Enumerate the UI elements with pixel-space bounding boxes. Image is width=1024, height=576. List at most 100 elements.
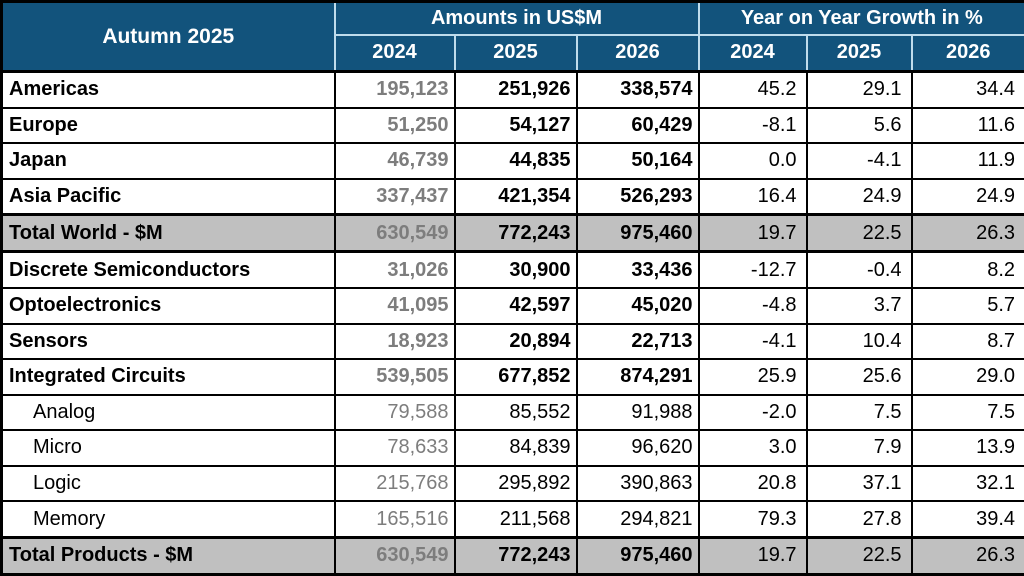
growth-2026-cell: 34.4 xyxy=(910,70,1024,109)
growth-2026-cell: 32.1 xyxy=(910,464,1024,503)
amount-2024-cell: 41,095 xyxy=(333,287,456,325)
amounts-year-2026-header: 2026 xyxy=(575,33,700,73)
growth-2026-cell: 11.6 xyxy=(910,106,1024,145)
growth-2025-cell: 7.9 xyxy=(805,429,913,467)
growth-2026-cell: 39.4 xyxy=(910,500,1024,539)
amount-2026-cell: 975,460 xyxy=(575,213,700,254)
table-row: Logic 215,768 295,892 390,863 20.8 37.1 … xyxy=(0,464,1024,503)
table-row: Total World - $M 630,549 772,243 975,460… xyxy=(0,213,1024,254)
amount-2025-cell: 44,835 xyxy=(453,142,578,180)
growth-2025-cell: 3.7 xyxy=(805,287,913,325)
growth-2024-cell: 3.0 xyxy=(697,429,808,467)
table-body: Americas 195,123 251,926 338,574 45.2 29… xyxy=(0,70,1024,576)
amount-2026-cell: 390,863 xyxy=(575,464,700,503)
amount-2025-cell: 772,243 xyxy=(453,535,578,576)
row-label: Micro xyxy=(0,429,336,467)
amount-2024-cell: 630,549 xyxy=(333,535,456,576)
growth-2024-cell: -4.8 xyxy=(697,287,808,325)
group-header-row: Autumn 2025 Amounts in US$M Year on Year… xyxy=(0,0,1024,73)
row-label: Japan xyxy=(0,142,336,180)
table-row: Americas 195,123 251,926 338,574 45.2 29… xyxy=(0,70,1024,109)
amount-2026-cell: 874,291 xyxy=(575,358,700,396)
amount-2025-cell: 677,852 xyxy=(453,358,578,396)
amounts-group-header: Amounts in US$M xyxy=(333,0,700,36)
amount-2025-cell: 84,839 xyxy=(453,429,578,467)
growth-2025-cell: 24.9 xyxy=(805,177,913,216)
amount-2026-cell: 96,620 xyxy=(575,429,700,467)
table-row: Integrated Circuits 539,505 677,852 874,… xyxy=(0,358,1024,396)
row-label: Optoelectronics xyxy=(0,287,336,325)
amount-2025-cell: 211,568 xyxy=(453,500,578,539)
amount-2026-cell: 60,429 xyxy=(575,106,700,145)
growth-2026-cell: 8.7 xyxy=(910,322,1024,361)
amount-2024-cell: 78,633 xyxy=(333,429,456,467)
amount-2026-cell: 45,020 xyxy=(575,287,700,325)
amount-2024-cell: 18,923 xyxy=(333,322,456,361)
amount-2024-cell: 31,026 xyxy=(333,250,456,290)
amount-2026-cell: 294,821 xyxy=(575,500,700,539)
growth-2026-cell: 26.3 xyxy=(910,535,1024,576)
amount-2024-cell: 165,516 xyxy=(333,500,456,539)
growth-2024-cell: 25.9 xyxy=(697,358,808,396)
amount-2025-cell: 421,354 xyxy=(453,177,578,216)
growth-2024-cell: 79.3 xyxy=(697,500,808,539)
growth-2024-cell: 20.8 xyxy=(697,464,808,503)
amount-2024-cell: 51,250 xyxy=(333,106,456,145)
table-row: Japan 46,739 44,835 50,164 0.0 -4.1 11.9 xyxy=(0,142,1024,180)
growth-2024-cell: -4.1 xyxy=(697,322,808,361)
table-row: Sensors 18,923 20,894 22,713 -4.1 10.4 8… xyxy=(0,322,1024,361)
growth-2024-cell: 0.0 xyxy=(697,142,808,180)
amount-2024-cell: 46,739 xyxy=(333,142,456,180)
growth-2025-cell: 27.8 xyxy=(805,500,913,539)
table-header: Autumn 2025 Amounts in US$M Year on Year… xyxy=(0,0,1024,73)
amount-2026-cell: 22,713 xyxy=(575,322,700,361)
table-row: Discrete Semiconductors 31,026 30,900 33… xyxy=(0,250,1024,290)
amount-2026-cell: 91,988 xyxy=(575,393,700,432)
row-label: Total Products - $M xyxy=(0,535,336,576)
growth-2026-cell: 13.9 xyxy=(910,429,1024,467)
growth-2026-cell: 8.2 xyxy=(910,250,1024,290)
growth-2025-cell: 5.6 xyxy=(805,106,913,145)
row-label: Asia Pacific xyxy=(0,177,336,216)
growth-2024-cell: 16.4 xyxy=(697,177,808,216)
amount-2026-cell: 50,164 xyxy=(575,142,700,180)
growth-year-2024-header: 2024 xyxy=(697,33,808,73)
growth-2026-cell: 5.7 xyxy=(910,287,1024,325)
amounts-year-2025-header: 2025 xyxy=(453,33,578,73)
growth-2025-cell: 25.6 xyxy=(805,358,913,396)
growth-2024-cell: -8.1 xyxy=(697,106,808,145)
growth-2024-cell: 45.2 xyxy=(697,70,808,109)
amount-2026-cell: 338,574 xyxy=(575,70,700,109)
table-row: Total Products - $M 630,549 772,243 975,… xyxy=(0,535,1024,576)
amount-2025-cell: 20,894 xyxy=(453,322,578,361)
growth-2024-cell: -2.0 xyxy=(697,393,808,432)
amount-2024-cell: 215,768 xyxy=(333,464,456,503)
amount-2025-cell: 85,552 xyxy=(453,393,578,432)
table-row: Analog 79,588 85,552 91,988 -2.0 7.5 7.5 xyxy=(0,393,1024,432)
growth-year-2025-header: 2025 xyxy=(805,33,913,73)
growth-2026-cell: 7.5 xyxy=(910,393,1024,432)
growth-2026-cell: 29.0 xyxy=(910,358,1024,396)
amount-2026-cell: 33,436 xyxy=(575,250,700,290)
growth-2024-cell: 19.7 xyxy=(697,213,808,254)
amount-2024-cell: 630,549 xyxy=(333,213,456,254)
table-row: Europe 51,250 54,127 60,429 -8.1 5.6 11.… xyxy=(0,106,1024,145)
amount-2026-cell: 526,293 xyxy=(575,177,700,216)
growth-2025-cell: 37.1 xyxy=(805,464,913,503)
growth-2025-cell: 29.1 xyxy=(805,70,913,109)
amount-2024-cell: 337,437 xyxy=(333,177,456,216)
amount-2024-cell: 79,588 xyxy=(333,393,456,432)
amount-2025-cell: 772,243 xyxy=(453,213,578,254)
table-row: Memory 165,516 211,568 294,821 79.3 27.8… xyxy=(0,500,1024,539)
amount-2024-cell: 195,123 xyxy=(333,70,456,109)
growth-2025-cell: -0.4 xyxy=(805,250,913,290)
amounts-year-2024-header: 2024 xyxy=(333,33,456,73)
growth-group-header: Year on Year Growth in % xyxy=(697,0,1024,36)
row-label: Sensors xyxy=(0,322,336,361)
amount-2025-cell: 295,892 xyxy=(453,464,578,503)
row-label: Logic xyxy=(0,464,336,503)
growth-2026-cell: 26.3 xyxy=(910,213,1024,254)
growth-2025-cell: 10.4 xyxy=(805,322,913,361)
amount-2025-cell: 30,900 xyxy=(453,250,578,290)
